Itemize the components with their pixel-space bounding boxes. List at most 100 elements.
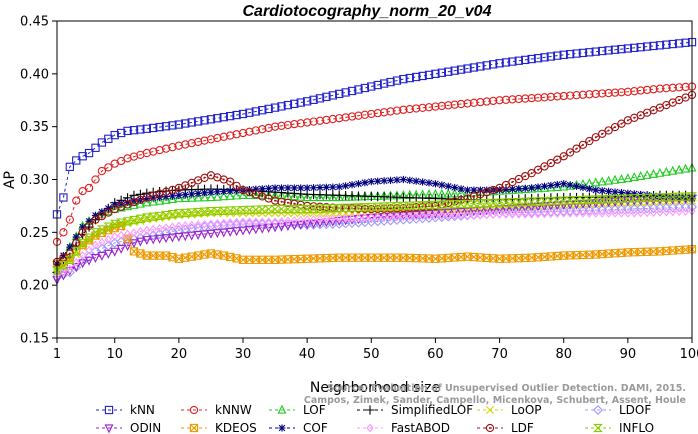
- data-point: [245, 108, 254, 117]
- data-point: [604, 249, 613, 258]
- data-point: [193, 192, 203, 202]
- data-point-dot: [165, 190, 168, 193]
- data-point: [322, 203, 331, 212]
- data-point: [193, 137, 203, 147]
- data-point: [533, 183, 543, 193]
- data-point: [142, 236, 152, 246]
- data-point: [188, 190, 196, 198]
- data-point: [187, 231, 197, 241]
- data-point: [379, 79, 389, 88]
- data-point: [603, 195, 614, 204]
- data-point: [123, 126, 132, 136]
- data-point: [379, 202, 390, 211]
- data-point: [546, 202, 556, 212]
- data-point: [123, 234, 132, 243]
- data-point: [546, 92, 556, 102]
- data-point: [360, 204, 370, 214]
- legend-item: LOF: [269, 403, 326, 417]
- data-point: [78, 228, 87, 237]
- legend-item: INFLO: [585, 421, 654, 434]
- data-point: [656, 207, 664, 217]
- data-point: [438, 181, 446, 189]
- series-inflo: [52, 192, 697, 275]
- data-point: [553, 155, 562, 164]
- data-point: [110, 130, 119, 140]
- data-point: [649, 247, 658, 256]
- series-knn: [52, 37, 697, 219]
- data-point: [565, 91, 575, 100]
- data-point: [630, 208, 638, 218]
- data-point-dot: [575, 147, 578, 150]
- data-point: [476, 98, 485, 107]
- data-point: [129, 126, 139, 135]
- data-point: [72, 257, 80, 267]
- legend-label: LOF: [303, 403, 326, 417]
- data-point: [610, 122, 620, 132]
- data-point-dot: [242, 189, 245, 192]
- data-point: [335, 89, 344, 99]
- legend-item: LDF: [477, 421, 534, 434]
- data-point: [463, 186, 472, 194]
- data-point: [476, 62, 485, 71]
- data-point: [604, 126, 613, 135]
- data-point: [521, 184, 529, 192]
- data-point-dot: [517, 178, 520, 181]
- data-point-dot: [171, 188, 174, 191]
- data-point: [232, 209, 241, 218]
- data-point: [489, 60, 498, 69]
- data-point: [251, 126, 260, 135]
- data-point-dot: [633, 116, 636, 119]
- data-point: [174, 232, 184, 242]
- data-point: [527, 253, 536, 262]
- data-point: [258, 125, 267, 134]
- data-point: [244, 205, 255, 215]
- data-point: [238, 205, 248, 215]
- data-point: [540, 93, 549, 102]
- data-point: [533, 165, 543, 174]
- data-point: [681, 194, 690, 202]
- data-point: [424, 103, 434, 112]
- data-point-dot: [274, 199, 277, 202]
- data-point: [436, 200, 447, 209]
- data-point: [610, 249, 620, 258]
- data-point: [59, 193, 68, 202]
- data-point: [367, 178, 375, 186]
- data-point: [161, 122, 171, 131]
- legend-label: kNNW: [215, 403, 252, 417]
- data-point: [219, 251, 228, 260]
- data-point: [559, 91, 568, 101]
- data-point: [444, 182, 452, 190]
- legend-item: LDOF: [585, 403, 651, 417]
- data-point: [180, 232, 190, 242]
- data-point: [238, 128, 248, 138]
- data-point: [662, 207, 670, 217]
- data-point-dot: [466, 197, 469, 200]
- data-point: [207, 219, 215, 229]
- data-point: [341, 88, 350, 97]
- data-point: [97, 166, 107, 176]
- data-point: [399, 175, 407, 184]
- data-point: [162, 193, 170, 201]
- data-point: [501, 95, 511, 104]
- data-point: [386, 253, 395, 262]
- data-point: [239, 217, 247, 227]
- data-point: [649, 41, 658, 51]
- series-fastabod: [53, 206, 696, 280]
- data-point: [438, 210, 446, 220]
- data-point: [417, 201, 428, 210]
- x-tick-label: 90: [620, 347, 637, 362]
- data-point: [302, 220, 312, 230]
- data-point: [540, 182, 549, 190]
- data-point: [289, 221, 299, 231]
- data-point-dot: [261, 195, 264, 198]
- data-point: [579, 183, 587, 192]
- data-point: [85, 217, 93, 225]
- data-point: [393, 176, 401, 184]
- data-point: [168, 253, 177, 262]
- data-point: [167, 210, 178, 219]
- data-point-dot: [88, 224, 91, 227]
- data-point: [623, 173, 633, 183]
- data-point: [341, 113, 350, 122]
- data-point: [682, 206, 690, 216]
- data-point: [565, 251, 575, 260]
